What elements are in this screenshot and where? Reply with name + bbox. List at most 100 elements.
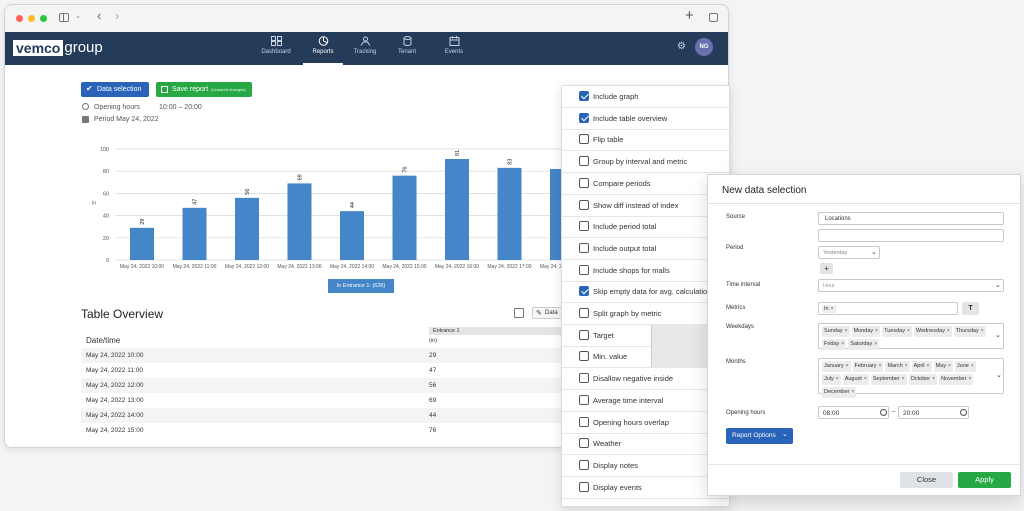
checkbox[interactable] [579, 438, 589, 449]
chart-legend[interactable]: In Entrance 1: (626) [328, 279, 394, 293]
checkbox[interactable] [579, 91, 589, 101]
row-datetime: May 24, 2022 14:00 [86, 412, 144, 419]
checkbox[interactable] [579, 308, 589, 318]
month-chip[interactable]: January × [822, 361, 851, 372]
option-include-period-total[interactable]: Include period total [562, 216, 729, 239]
option-compare-periods[interactable]: Compare periods [562, 173, 729, 195]
checkbox[interactable] [579, 394, 589, 405]
period-select[interactable]: Yesterday ⌄ [818, 246, 880, 259]
option-include-graph[interactable]: Include graph [562, 86, 729, 108]
nav-tracking[interactable]: Tracking [345, 36, 385, 55]
bar [287, 183, 312, 260]
open-from-input[interactable]: 08:00 [818, 406, 889, 419]
text-format-button[interactable]: T [962, 302, 979, 315]
month-chip[interactable]: February × [852, 361, 884, 372]
maximize-window-dot[interactable] [40, 15, 47, 22]
user-avatar[interactable]: NG [695, 38, 713, 56]
new-data-selection-dialog: New data selection Source Locations Peri… [707, 174, 1021, 496]
month-chip[interactable]: July × [822, 374, 841, 385]
checkbox[interactable] [579, 481, 589, 492]
option-include-output-total[interactable]: Include output total [562, 238, 729, 260]
chevron-down-icon[interactable]: ⌄ [75, 13, 81, 20]
weekday-chip[interactable]: Wednesday × [913, 326, 952, 337]
checkbox[interactable] [579, 134, 589, 145]
fullscreen-icon[interactable] [514, 308, 524, 318]
option-display-notes[interactable]: Display notes [562, 455, 729, 477]
vemco-logo[interactable]: vemco group [13, 39, 103, 56]
month-chip[interactable]: September × [870, 374, 907, 385]
nav-events[interactable]: Events [434, 36, 474, 55]
minimize-window-dot[interactable] [28, 15, 35, 22]
settings-gear-icon[interactable]: ⚙ [677, 41, 686, 52]
new-tab-icon[interactable]: + [685, 7, 694, 24]
close-window-dot[interactable] [16, 15, 23, 22]
checkbox[interactable] [579, 156, 589, 167]
option-group-by-interval-and-metric[interactable]: Group by interval and metric [562, 151, 729, 174]
option-include-table-overview[interactable]: Include table overview [562, 108, 729, 130]
month-chip[interactable]: May × [933, 361, 953, 372]
metrics-chip[interactable]: In × [822, 305, 836, 313]
row-value: 56 [429, 382, 437, 389]
checkbox[interactable] [579, 351, 589, 362]
checkbox[interactable] [579, 221, 589, 232]
checkbox[interactable] [579, 177, 589, 188]
checkbox[interactable] [579, 373, 589, 384]
month-chip[interactable]: December × [822, 387, 857, 398]
weekday-chip[interactable]: Tuesday × [882, 326, 912, 337]
time-interval-select[interactable]: Hour ⌄ [818, 279, 1004, 292]
weekday-chip[interactable]: Monday × [851, 326, 881, 337]
option-show-diff-instead-of-index[interactable]: Show diff instead of index [562, 195, 729, 217]
checkbox[interactable] [579, 329, 589, 340]
checkbox[interactable] [579, 286, 589, 297]
option-weather[interactable]: Weather [562, 433, 729, 456]
months-select[interactable]: January × February × March × April × May × June × Ju… [818, 358, 1004, 398]
open-to-input[interactable]: 20:00 [898, 406, 969, 419]
weekday-chip[interactable]: Friday × [822, 339, 847, 350]
report-options-button[interactable]: Report Options ⌄ [726, 428, 793, 444]
checkbox[interactable] [579, 199, 589, 210]
checkbox[interactable] [579, 112, 589, 123]
weekday-chip[interactable]: Thursday × [953, 326, 986, 337]
option-display-events[interactable]: Display events [562, 477, 729, 499]
nav-reports[interactable]: Reports [303, 36, 343, 65]
option-opening-hours-overlap[interactable]: Opening hours overlap [562, 412, 729, 434]
source-input[interactable]: Locations [818, 212, 1004, 225]
checkbox[interactable] [579, 416, 589, 427]
weekday-chip[interactable]: Saturday × [848, 339, 880, 350]
option-target[interactable]: Target [562, 324, 730, 347]
checkbox[interactable] [579, 264, 589, 275]
month-chip[interactable]: August × [842, 374, 869, 385]
apply-button[interactable]: Apply [958, 472, 1011, 488]
weekdays-select[interactable]: Sunday × Monday × Tuesday × Wednesday × Thursday… [818, 323, 1004, 350]
month-chip[interactable]: March × [885, 361, 910, 372]
sidebar-toggle-icon[interactable] [59, 13, 69, 22]
table-row: May 24, 2022 12:00 56 [81, 378, 565, 393]
x-tick-label: May 24, 2022 16:00 [435, 264, 479, 270]
data-selection-button[interactable]: ✔ Data selection [81, 82, 149, 97]
option-split-graph-by-metric[interactable]: Split graph by metric [562, 303, 729, 325]
time-range-separator: – [892, 409, 896, 415]
add-period-button[interactable]: + [820, 263, 833, 274]
option-include-shops-for-malls[interactable]: Include shops for malls [562, 260, 729, 282]
month-chip[interactable]: October × [908, 374, 938, 385]
option-average-time-interval[interactable]: Average time interval [562, 390, 729, 412]
month-chip[interactable]: April × [911, 361, 932, 372]
month-chip[interactable]: November × [939, 374, 974, 385]
metrics-select[interactable]: In × [818, 302, 958, 315]
option-skip-empty-data-for-avg-calculation[interactable]: Skip empty data for avg. calculation [562, 281, 729, 304]
nav-dashboard[interactable]: Dashboard [256, 36, 296, 55]
month-chip[interactable]: June × [954, 361, 976, 372]
weekday-chip[interactable]: Sunday × [822, 326, 850, 337]
option-flip-table[interactable]: Flip table [562, 129, 729, 152]
back-icon[interactable]: ‹ [97, 8, 102, 23]
option-disallow-negative-inside[interactable]: Disallow negative inside [562, 368, 729, 391]
nav-tenant[interactable]: Tenant [387, 36, 427, 55]
forward-icon[interactable]: › [115, 8, 120, 23]
save-report-button[interactable]: Save report (Unsaved changes) [156, 82, 252, 97]
checkbox[interactable] [579, 459, 589, 470]
close-button[interactable]: Close [900, 472, 953, 488]
source-sub-input[interactable] [818, 229, 1004, 242]
checkbox[interactable] [579, 242, 589, 253]
tabs-overview-icon[interactable] [709, 13, 718, 22]
option-min-value[interactable]: Min. value [562, 346, 730, 369]
